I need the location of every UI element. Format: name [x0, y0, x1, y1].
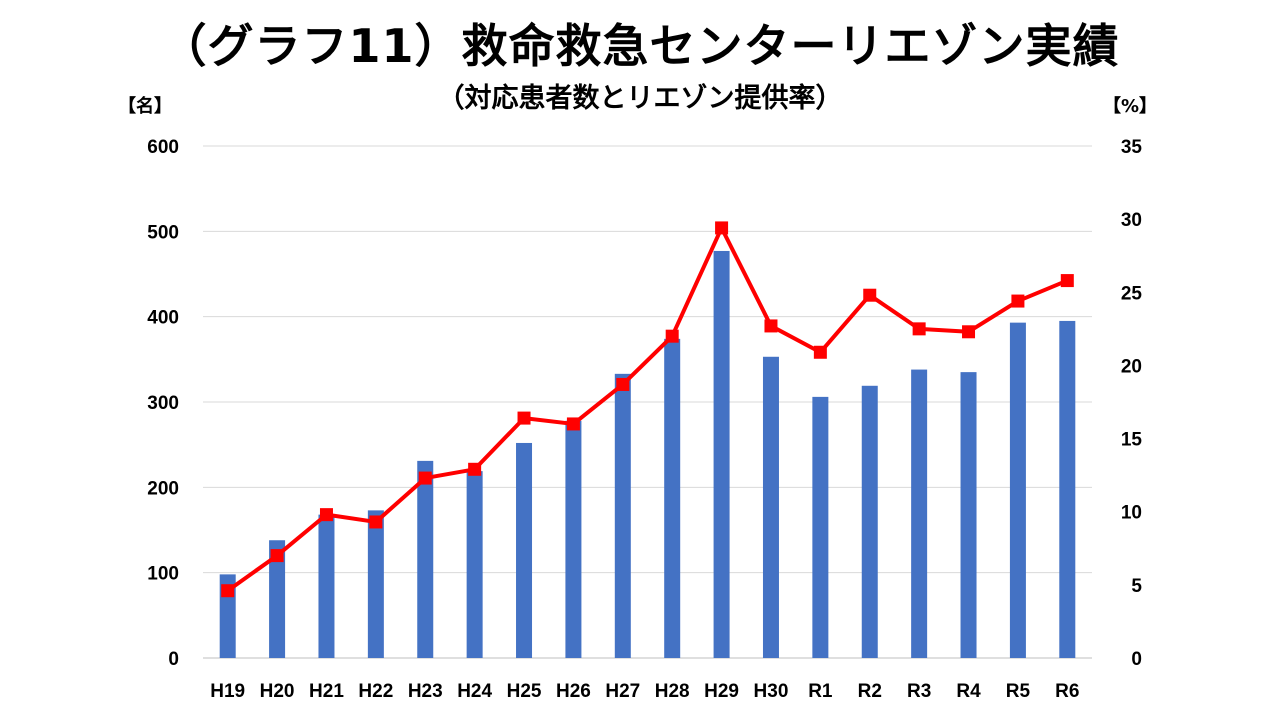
line-marker [319, 508, 333, 522]
line-marker [616, 377, 630, 391]
bar [417, 460, 434, 658]
line-marker [863, 288, 877, 302]
bar [762, 356, 779, 658]
line-marker [270, 549, 284, 563]
left-tick-label: 300 [147, 393, 179, 414]
left-tick-label: 500 [147, 222, 179, 243]
x-tick-label: H26 [556, 681, 591, 702]
right-tick-label: 15 [1121, 430, 1143, 451]
line-marker [221, 584, 235, 598]
bar [713, 250, 730, 658]
x-tick-label: H29 [704, 681, 739, 702]
x-tick-label: R1 [808, 681, 833, 702]
left-axis-ticks: 0 100 200 300 400 500 600 [147, 137, 179, 670]
bar [812, 396, 829, 658]
bar [516, 442, 533, 658]
bar [367, 510, 384, 658]
x-tick-label: H23 [408, 681, 443, 702]
left-tick-label: 600 [147, 137, 179, 158]
x-tick-label: R4 [956, 681, 981, 702]
line-marker [517, 411, 531, 425]
bar [466, 471, 483, 658]
bar [1059, 320, 1076, 658]
bar [664, 338, 681, 658]
bar [960, 372, 977, 658]
right-tick-label: 0 [1131, 649, 1142, 670]
right-tick-label: 10 [1121, 503, 1142, 524]
gridlines [203, 145, 1092, 659]
x-tick-label: H25 [507, 681, 542, 702]
right-tick-label: 20 [1121, 356, 1142, 377]
right-tick-label: 5 [1131, 576, 1142, 597]
right-axis-ticks: 0 5 10 15 20 25 30 35 [1121, 137, 1143, 670]
line-marker [715, 221, 729, 235]
line-marker [1060, 274, 1074, 288]
x-tick-label: R6 [1055, 681, 1079, 702]
left-tick-label: 0 [168, 649, 179, 670]
line-marker [813, 345, 827, 359]
line-marker [962, 325, 976, 339]
line-marker [1011, 294, 1025, 308]
right-tick-label: 30 [1121, 210, 1142, 231]
line-marker [369, 515, 383, 529]
right-axis-unit: 【%】 [1103, 96, 1158, 117]
line-marker [418, 471, 432, 485]
series-line [226, 225, 1069, 593]
x-tick-label: H30 [754, 681, 789, 702]
line-series [221, 221, 1074, 598]
bar [861, 385, 878, 658]
right-tick-label: 25 [1121, 283, 1143, 304]
bar [911, 369, 928, 658]
x-tick-label: H20 [260, 681, 295, 702]
x-tick-label: H22 [358, 681, 393, 702]
line-marker [764, 319, 778, 333]
chart-subtitle: （対応患者数とリエゾン提供率） [437, 83, 843, 114]
bar [565, 420, 582, 658]
left-axis-unit: 【名】 [118, 96, 172, 117]
x-tick-label: H27 [605, 681, 640, 702]
chart-title: （グラフ11）救命救急センターリエゾン実績 [160, 19, 1120, 73]
right-tick-label: 35 [1121, 137, 1143, 158]
x-tick-label: H28 [655, 681, 690, 702]
left-tick-label: 400 [147, 308, 179, 329]
line-marker [912, 322, 926, 336]
x-tick-label: R3 [907, 681, 931, 702]
bar [1009, 322, 1026, 658]
x-tick-label: H21 [309, 681, 344, 702]
left-tick-label: 200 [147, 478, 179, 499]
bar [614, 373, 631, 658]
line-marker [665, 329, 679, 343]
x-tick-label: R2 [858, 681, 882, 702]
x-tick-label: R5 [1006, 681, 1031, 702]
x-tick-label: H19 [210, 681, 245, 702]
line-marker [468, 462, 482, 476]
left-tick-label: 100 [147, 564, 179, 585]
x-tick-label: H24 [457, 681, 492, 702]
line-marker [566, 417, 580, 431]
bar [269, 540, 286, 658]
x-axis-ticks: H19 H20 H21 H22 H23 H24 H25 H26 H27 H28 H29 H30 R1 R2… [210, 681, 1079, 702]
bar-series [219, 250, 1076, 658]
bar [318, 514, 335, 658]
